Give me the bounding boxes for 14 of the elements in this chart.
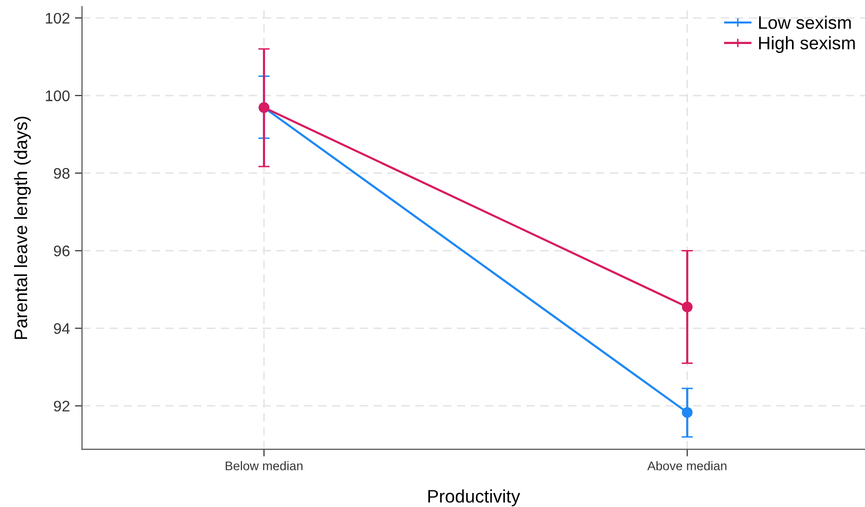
x-tick-label: Below median: [226, 461, 302, 470]
legend-label: Low sexism: [759, 16, 851, 29]
y-tick-label: 98: [54, 168, 70, 179]
y-axis-title: Parental leave length (days): [14, 116, 31, 339]
point: [682, 302, 693, 312]
y-tick-label: 92: [54, 400, 70, 412]
legend-label: High sexism: [759, 36, 855, 53]
x-tick-label: Above median: [647, 461, 726, 470]
y-tick-label: 102: [46, 12, 70, 24]
y-tick-label: 94: [54, 323, 70, 334]
point: [682, 407, 693, 418]
x-axis-title: Productivity: [428, 489, 520, 506]
y-tick-label: 100: [46, 90, 70, 102]
y-tick-label: 96: [54, 246, 70, 256]
